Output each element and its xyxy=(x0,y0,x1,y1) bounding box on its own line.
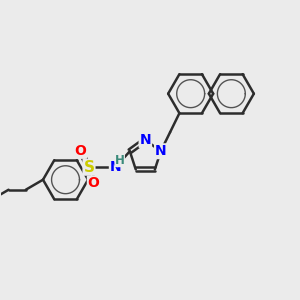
Text: O: O xyxy=(74,144,86,158)
Text: N: N xyxy=(155,144,166,158)
Text: N: N xyxy=(140,133,151,147)
Text: H: H xyxy=(115,154,124,167)
Text: O: O xyxy=(88,176,100,190)
Text: N: N xyxy=(110,160,122,174)
Text: S: S xyxy=(83,160,94,175)
